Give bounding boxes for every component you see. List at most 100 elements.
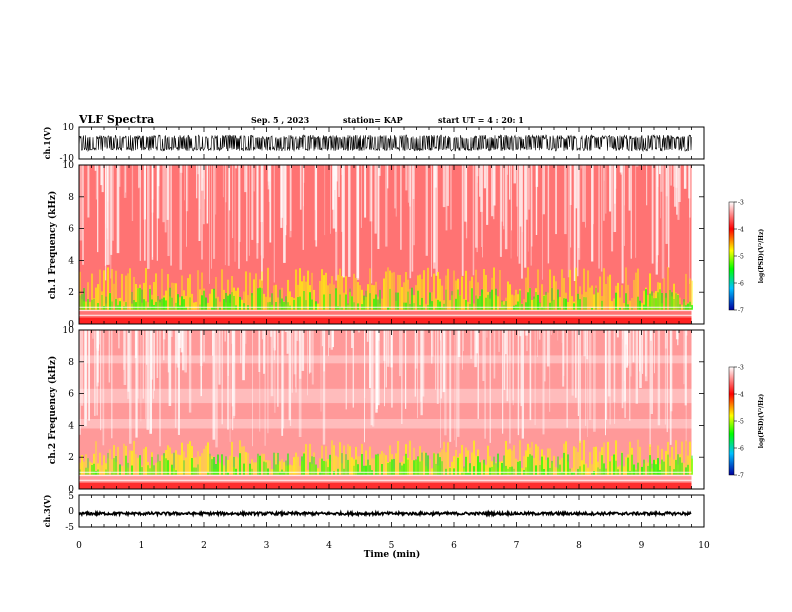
spectrogram-energy	[337, 274, 339, 310]
spectrogram-streak	[294, 330, 296, 388]
spectrogram-energy	[463, 468, 465, 475]
spectrogram-streak	[178, 330, 182, 348]
time-tick-label: 2	[201, 541, 207, 551]
spectrogram-streak	[281, 330, 284, 436]
spectrogram-energy	[519, 290, 521, 310]
spectrogram-streak	[222, 165, 224, 198]
spectrogram-streak	[260, 165, 262, 256]
spectrogram-streak	[245, 330, 247, 344]
spectrogram-energy	[651, 468, 653, 475]
spectrogram-energy	[357, 303, 359, 310]
spectrogram-streak	[519, 165, 522, 227]
spectrogram-energy	[221, 269, 223, 310]
spectrogram-streak	[263, 330, 266, 374]
spectrogram-energy	[565, 441, 567, 475]
spectrogram-energy	[537, 446, 539, 475]
spectrogram-energy	[85, 454, 87, 475]
spectrogram-energy	[373, 298, 375, 310]
spectrogram-streak	[668, 165, 670, 268]
spectrogram-streak	[502, 330, 504, 434]
spectrogram-energy	[161, 455, 163, 475]
colorbar-tick-label: -3	[738, 365, 744, 372]
spectrogram-energy	[495, 288, 497, 310]
spectrogram-energy	[133, 276, 135, 310]
spectrogram-streak	[286, 330, 288, 354]
spectrogram-streak	[530, 165, 532, 266]
spectrogram-energy	[227, 295, 229, 310]
spectrogram-streak	[414, 330, 418, 369]
spectrogram-energy	[567, 302, 569, 310]
spectrogram-energy	[481, 459, 483, 475]
spectrogram-energy	[279, 289, 281, 310]
spectrogram-energy	[457, 278, 459, 310]
spectrogram-energy	[545, 291, 547, 310]
spectrogram-energy	[559, 306, 561, 310]
spectrogram-energy	[409, 440, 411, 475]
spectrogram-streak	[542, 165, 545, 215]
spectrogram-energy	[463, 466, 465, 475]
spectrogram-energy	[395, 453, 397, 475]
spectrogram-streak	[628, 165, 631, 211]
spectrogram-energy	[491, 289, 493, 310]
spectrogram-streak	[630, 165, 632, 259]
spectrogram-energy	[161, 268, 163, 310]
spectrogram-energy	[309, 443, 311, 475]
spectrogram-energy	[341, 276, 343, 310]
spectrogram-energy	[679, 457, 681, 475]
spectrogram-energy	[215, 298, 217, 310]
colorbar-tick-label: -4	[738, 227, 744, 234]
spectrogram-streak	[170, 330, 173, 337]
spectrogram-streak	[269, 330, 273, 337]
spectrogram-streak	[591, 165, 594, 262]
spectrogram-streak	[517, 165, 518, 257]
spectrogram-energy	[487, 291, 489, 310]
spectrogram-energy	[387, 307, 389, 310]
spectrogram-energy	[603, 268, 605, 310]
spectrogram-streak	[280, 165, 284, 218]
spectrogram-streak	[370, 330, 373, 426]
spectrogram-energy	[191, 293, 193, 310]
spectrogram-energy	[631, 447, 633, 475]
spectrogram-streak	[329, 330, 331, 348]
spectrogram-streak	[261, 330, 263, 340]
spectrogram-energy	[583, 268, 585, 310]
spectrogram-energy	[385, 271, 387, 310]
spectrogram-energy	[623, 303, 625, 310]
spectrogram-energy	[311, 299, 313, 310]
spectrogram-energy	[171, 464, 173, 475]
spectrogram-streak	[571, 330, 574, 396]
spectrogram-energy	[669, 457, 671, 475]
spectrogram-energy	[653, 292, 655, 310]
spectrogram-streak	[84, 330, 88, 419]
spectrogram-streak	[330, 330, 333, 350]
spectrogram-energy	[89, 301, 91, 310]
spectrogram-streak	[112, 165, 114, 241]
spectrogram-streak	[579, 330, 581, 443]
spectrogram-energy	[233, 456, 235, 475]
spectrogram-energy	[193, 467, 195, 475]
spectrogram-energy	[219, 306, 221, 310]
spectrogram-streak	[624, 165, 625, 246]
spectrogram-energy	[627, 457, 629, 475]
spectrogram-streak	[123, 330, 127, 385]
spectrogram-energy	[291, 465, 293, 475]
spectrogram-energy	[401, 287, 403, 310]
spectrogram-streak	[575, 330, 577, 398]
spectrogram-energy	[355, 459, 357, 475]
colorbar-tick-label: -5	[738, 254, 744, 261]
spectrogram-energy	[381, 298, 383, 310]
spectrogram-energy	[449, 468, 451, 475]
spectrogram-energy	[111, 471, 113, 475]
spectrogram-streak	[598, 165, 600, 269]
spectrogram-energy	[525, 450, 527, 475]
spectrogram-energy	[633, 464, 635, 475]
spectrogram-streak	[232, 165, 234, 239]
spectrogram-energy	[305, 300, 307, 310]
spectrogram-streak	[625, 330, 628, 368]
spectrogram-streak	[184, 165, 185, 201]
spectrogram-streak	[352, 330, 354, 408]
spectrogram-energy	[423, 270, 425, 310]
spectrogram-streak	[369, 330, 372, 389]
spectrogram-streak	[79, 330, 81, 435]
spectrogram-energy	[525, 277, 527, 310]
